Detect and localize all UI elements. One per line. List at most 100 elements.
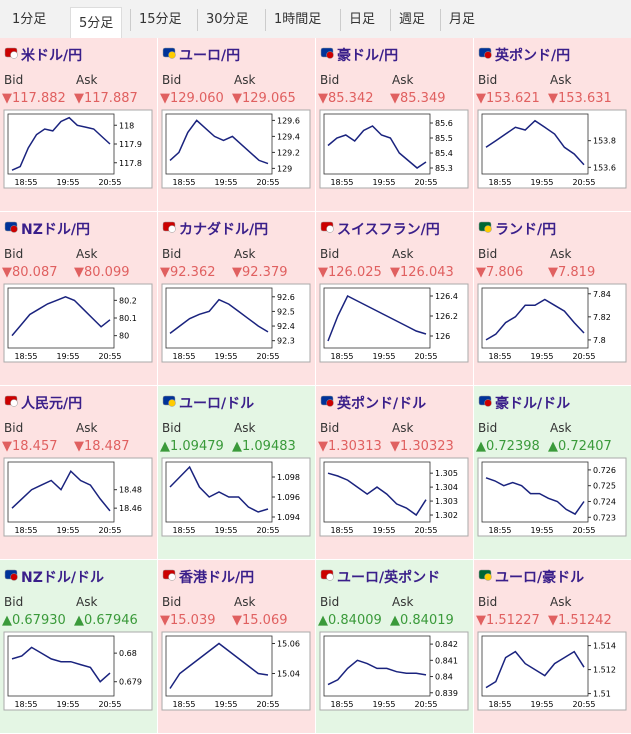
ask-label: Ask xyxy=(234,595,255,609)
y-tick-label: 0.679 xyxy=(119,678,142,687)
timeframe-tab[interactable]: 週足 xyxy=(390,9,433,31)
y-tick-label: 129.4 xyxy=(277,132,300,141)
price-line xyxy=(11,295,111,337)
bid-value: ▼153.621 xyxy=(476,91,540,106)
pair-name: ユーロ/英ポンド xyxy=(337,569,440,586)
rate-card[interactable]: NZドル/ドル Bid Ask ▲0.67930 ▲0.67946 0.679 0.68 18… xyxy=(0,560,157,733)
rate-card[interactable]: 英ポンド/円 Bid Ask ▼153.621 ▼153.631 153.6 153.8 18… xyxy=(474,38,631,211)
y-tick-label: 92.5 xyxy=(277,307,295,316)
timeframe-tab[interactable]: 1時間足 xyxy=(265,9,329,31)
y-tick-label: 0.724 xyxy=(593,497,616,506)
y-tick-label: 1.305 xyxy=(435,469,458,478)
rate-card[interactable]: 英ポンド/ドル Bid Ask ▼1.30313 ▼1.30323 1.302 1.303 1… xyxy=(316,386,473,559)
plot-area xyxy=(323,287,431,349)
rate-card[interactable]: 香港ドル/円 Bid Ask ▼15.039 ▼15.069 15.04 15.06 18:5… xyxy=(158,560,315,733)
plot-area xyxy=(7,635,115,697)
bid-value: ▼85.342 xyxy=(318,91,374,106)
price-line xyxy=(169,465,269,513)
flag-icon-dot xyxy=(484,225,492,233)
ask-label: Ask xyxy=(550,73,571,87)
price-line xyxy=(485,298,585,341)
timeframe-tab[interactable]: 15分足 xyxy=(130,9,190,31)
price-line xyxy=(327,659,427,686)
ask-value: ▲0.67946 xyxy=(74,613,138,628)
y-tick-label: 1.304 xyxy=(435,483,458,492)
price-line xyxy=(169,642,269,689)
ask-label: Ask xyxy=(234,247,255,261)
rate-card[interactable]: ユーロ/豪ドル Bid Ask ▼1.51227 ▼1.51242 1.51 1.512 1.… xyxy=(474,560,631,733)
x-tick-label: 19:55 xyxy=(530,700,553,709)
rate-card[interactable]: NZドル/円 Bid Ask ▼80.087 ▼80.099 80 80.1 80.2 18:5… xyxy=(0,212,157,385)
bid-label: Bid xyxy=(162,595,181,609)
bid-label: Bid xyxy=(4,73,23,87)
rate-card[interactable]: ユーロ/英ポンド Bid Ask ▲0.84009 ▲0.84019 0.839 0.84 0… xyxy=(316,560,473,733)
y-tick-label: 92.4 xyxy=(277,322,295,331)
flag-icon-dot xyxy=(168,51,176,59)
pair-name: ランド/円 xyxy=(495,222,556,238)
y-tick-label: 126.4 xyxy=(435,292,458,301)
plot-area xyxy=(7,461,115,523)
chart-frame xyxy=(3,631,153,711)
x-tick-label: 19:55 xyxy=(530,526,553,535)
timeframe-tab[interactable]: 30分足 xyxy=(197,9,257,31)
x-tick-label: 18:55 xyxy=(330,700,353,709)
chart-frame xyxy=(3,457,153,537)
y-tick-label: 1.514 xyxy=(593,642,616,651)
y-tick-label: 1.094 xyxy=(277,513,300,522)
rate-card[interactable]: ランド/円 Bid Ask ▼7.806 ▼7.819 7.8 7.82 7.84 18:55 1… xyxy=(474,212,631,385)
timeframe-tab[interactable]: 月足 xyxy=(440,9,483,31)
plot-area xyxy=(323,113,431,175)
x-tick-label: 19:55 xyxy=(214,178,237,187)
x-tick-label: 19:55 xyxy=(372,700,395,709)
pair-name: ユーロ/円 xyxy=(179,48,240,64)
x-tick-label: 18:55 xyxy=(14,700,37,709)
ask-value: ▼15.069 xyxy=(232,613,288,628)
y-tick-label: 0.68 xyxy=(119,649,137,658)
pair-name: 香港ドル/円 xyxy=(178,569,254,586)
rate-card[interactable]: 米ドル/円 Bid Ask ▼117.882 ▼117.887 117.8 117.9 118… xyxy=(0,38,157,211)
y-tick-label: 126.2 xyxy=(435,312,458,321)
rate-card[interactable]: ユーロ/ドル Bid Ask ▲1.09479 ▲1.09483 1.094 1.096 1.… xyxy=(158,386,315,559)
x-tick-label: 18:55 xyxy=(172,178,195,187)
y-tick-label: 85.3 xyxy=(435,164,453,173)
pair-name: 英ポンド/円 xyxy=(494,47,570,64)
chart-frame xyxy=(319,109,469,189)
timeframe-tab[interactable]: 1分足 xyxy=(12,12,47,27)
timeframe-tab[interactable]: 5分足 xyxy=(70,7,123,39)
y-tick-label: 117.9 xyxy=(119,140,142,149)
ask-value: ▼129.065 xyxy=(232,91,296,106)
y-tick-label: 0.723 xyxy=(593,513,616,522)
y-tick-label: 7.82 xyxy=(593,313,611,322)
plot-area xyxy=(481,287,589,349)
ask-label: Ask xyxy=(392,73,413,87)
timeframe-tab[interactable]: 日足 xyxy=(340,9,383,31)
rate-card[interactable]: カナダドル/円 Bid Ask ▼92.362 ▼92.379 92.3 92.4 92.5 9… xyxy=(158,212,315,385)
ask-label: Ask xyxy=(76,73,97,87)
x-tick-label: 20:55 xyxy=(572,352,595,361)
chart-frame xyxy=(477,631,627,711)
flag-icon-dot xyxy=(326,225,334,233)
y-tick-label: 0.84 xyxy=(435,673,453,682)
x-tick-label: 18:55 xyxy=(488,526,511,535)
rate-card[interactable]: 豪ドル/円 Bid Ask ▼85.342 ▼85.349 85.3 85.4 85.5 85.… xyxy=(316,38,473,211)
x-tick-label: 19:55 xyxy=(530,178,553,187)
pair-name: 豪ドル/ドル xyxy=(495,395,570,412)
chart-frame xyxy=(477,457,627,537)
y-tick-label: 1.303 xyxy=(435,497,458,506)
x-tick-label: 20:55 xyxy=(414,178,437,187)
pair-name: 米ドル/円 xyxy=(21,47,82,64)
bid-value: ▲0.84009 xyxy=(318,613,382,628)
x-tick-label: 20:55 xyxy=(572,700,595,709)
bid-value: ▼1.51227 xyxy=(476,613,540,628)
ask-value: ▼7.819 xyxy=(548,265,595,280)
rate-card[interactable]: スイスフラン/円 Bid Ask ▼126.025 ▼126.043 126 126.2 12… xyxy=(316,212,473,385)
bid-label: Bid xyxy=(320,421,339,435)
rate-card[interactable]: 人民元/円 Bid Ask ▼18.457 ▼18.487 18.46 18.48 18:55… xyxy=(0,386,157,559)
flag-icon-dot xyxy=(168,573,176,581)
bid-label: Bid xyxy=(162,73,181,87)
rate-card[interactable]: ユーロ/円 Bid Ask ▼129.060 ▼129.065 129 129.2 129.4… xyxy=(158,38,315,211)
x-tick-label: 19:55 xyxy=(372,352,395,361)
ask-value: ▼92.379 xyxy=(232,265,288,280)
y-tick-label: 80 xyxy=(119,332,129,341)
rate-card[interactable]: 豪ドル/ドル Bid Ask ▲0.72398 ▲0.72407 0.723 0.724 0.… xyxy=(474,386,631,559)
